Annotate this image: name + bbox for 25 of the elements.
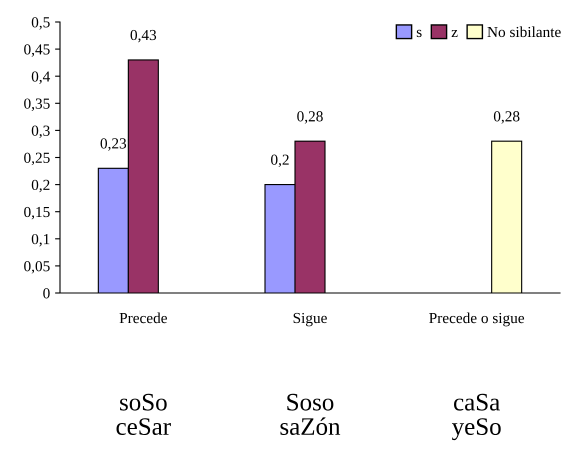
y-tick-label: 0,3 [32,126,50,138]
y-tick-label: 0,2 [32,180,50,192]
y-tick-label: 0,1 [32,234,50,246]
y-tick-label: 0,45 [24,44,50,57]
y-tick-label: 0,4 [32,71,50,84]
data-label: 0,43 [130,30,156,42]
data-label: 0,23 [100,138,126,151]
y-tick-label: 0,25 [24,152,50,166]
legend-label: No sibilante [487,26,561,38]
data-label: 0,2 [271,154,289,168]
text: caSa yeSo [452,394,501,440]
y-tick-label: 0 [43,288,50,298]
legend-label: z [452,30,458,37]
data-label: 0,28 [494,111,520,124]
y-tick-label: 0,35 [24,98,50,111]
x-tick-label: Precede o sigue [429,312,524,326]
y-tick-label: 0,05 [24,261,50,274]
text: Soso saZón [280,394,340,435]
legend-label: s [416,30,422,38]
y-tick-label: 0,5 [32,17,50,30]
y-tick-label: 0,15 [24,206,50,220]
text: soSo ceSar [116,394,171,435]
data-label: 0,28 [297,111,323,124]
x-tick-label: Sigue [294,312,327,326]
x-tick-label: Precede [120,312,167,324]
